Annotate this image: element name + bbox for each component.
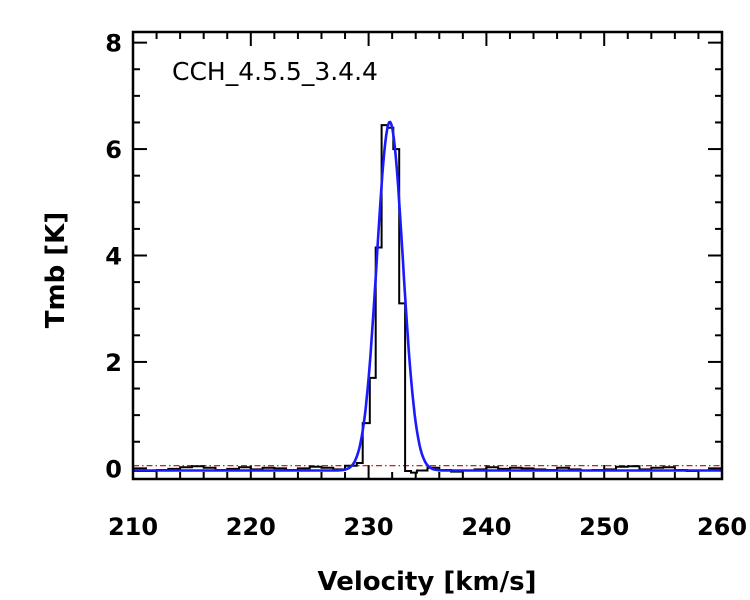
gaussian-fit: [133, 120, 722, 472]
axis-tick-labels: 210 220 230 240 250 260 0 2 4 6 8: [105, 30, 747, 541]
x-axis-label: Velocity [km/s]: [318, 567, 537, 597]
axis-ticks: [132, 32, 723, 479]
x-tick-label: 210: [108, 513, 158, 541]
x-tick-label: 230: [344, 513, 394, 541]
x-tick-label: 240: [461, 513, 511, 541]
x-tick-label: 220: [226, 513, 276, 541]
x-tick-label: 250: [579, 513, 629, 541]
y-tick-label: 2: [105, 349, 122, 377]
plot-frame: [131, 30, 724, 481]
y-tick-label: 8: [105, 30, 122, 58]
y-axis-label: Tmb [K]: [41, 212, 71, 328]
annotation-label: CCH_4.5.5_3.4.4: [172, 57, 378, 86]
y-tick-label: 0: [105, 455, 122, 483]
observed-spectrum: [133, 124, 722, 474]
plot-area: [133, 120, 722, 474]
y-tick-label: 4: [105, 243, 122, 271]
y-tick-label: 6: [105, 136, 122, 164]
x-tick-label: 260: [697, 513, 747, 541]
